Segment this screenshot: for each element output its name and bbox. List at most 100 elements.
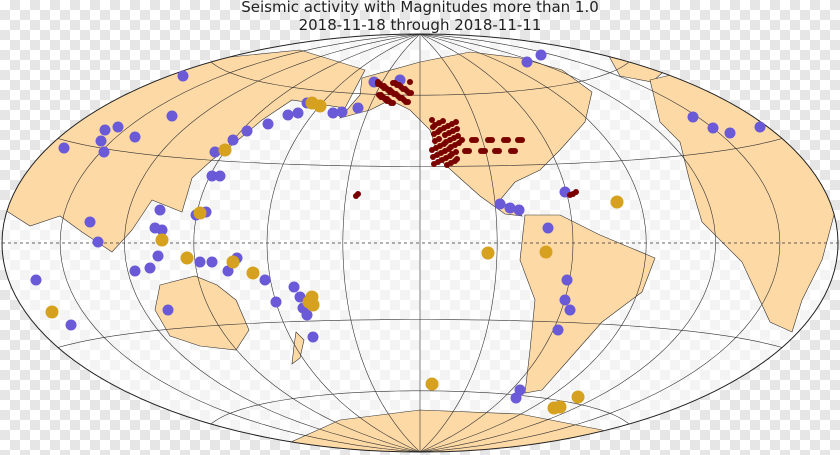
quake-marker (336, 106, 348, 118)
quake-marker (99, 124, 111, 136)
quake-marker (387, 89, 393, 95)
quake-marker (112, 121, 124, 133)
quake-marker (166, 110, 178, 122)
quake-marker (227, 134, 239, 146)
quake-marker (246, 266, 260, 280)
quake-marker (462, 148, 468, 154)
quake-marker (307, 331, 319, 343)
north-america (339, 51, 593, 217)
quake-marker (301, 309, 313, 321)
quake-marker (92, 236, 104, 248)
quake-marker (449, 151, 455, 157)
quake-marker (430, 154, 436, 160)
quake-marker (571, 390, 585, 404)
quake-marker (156, 224, 168, 236)
quake-marker (45, 305, 59, 319)
quake-marker (378, 94, 384, 100)
quake-marker (454, 156, 460, 162)
quake-marker (270, 296, 282, 308)
quake-marker (573, 189, 579, 195)
quake-marker (352, 102, 364, 114)
quake-marker (542, 222, 554, 234)
quake-marker (292, 107, 304, 119)
quake-marker (429, 117, 435, 123)
quake-marker (561, 274, 573, 286)
quake-marker (214, 170, 226, 182)
quake-marker (327, 107, 339, 119)
quake-marker (222, 265, 234, 277)
quake-marker (429, 147, 435, 153)
parallel (57, 319, 783, 348)
quake-marker (567, 192, 573, 198)
quake-marker (194, 256, 206, 268)
globe-outline (1, 33, 839, 453)
quake-marker (444, 162, 450, 168)
quake-marker (501, 137, 507, 143)
quake-marker (193, 206, 207, 220)
quake-marker (515, 137, 521, 143)
quake-marker (177, 70, 189, 82)
quake-marker (494, 198, 506, 210)
quake-marker (98, 146, 110, 158)
parallel (210, 61, 630, 96)
quake-marker (510, 392, 522, 404)
quake-marker (397, 95, 403, 101)
quake-marker (218, 143, 232, 157)
quake-marker (384, 98, 390, 104)
quake-marker (552, 324, 564, 336)
quake-marker (262, 118, 274, 130)
quake-marker (375, 81, 381, 87)
quake-marker (95, 135, 107, 147)
quake-marker (241, 125, 253, 137)
quake-marker (610, 195, 624, 209)
quake-marker (400, 86, 406, 92)
quake-marker (403, 99, 409, 105)
parallel (210, 390, 630, 425)
quake-marker (478, 148, 484, 154)
quake-marker (513, 204, 525, 216)
quake-marker (754, 121, 766, 133)
quake-marker (504, 202, 516, 214)
quake-marker (259, 274, 271, 286)
quake-marker (65, 319, 77, 331)
quake-marker (564, 304, 576, 316)
quake-marker (431, 161, 437, 167)
quake-marker (30, 274, 42, 286)
quake-marker (129, 131, 141, 143)
quake-marker (687, 111, 699, 123)
quake-marker (559, 294, 571, 306)
quake-marker (425, 377, 439, 391)
quake-marker (707, 122, 719, 134)
quake-marker (437, 127, 443, 133)
quake-marker (431, 131, 437, 137)
quake-marker (206, 256, 218, 268)
quake-marker (485, 137, 491, 143)
new-zealand (291, 331, 305, 365)
map-subtitle: 2018-11-18 through 2018-11-11 (299, 16, 542, 34)
quake-marker (432, 122, 438, 128)
quake-marker (306, 298, 320, 312)
quake-marker (407, 79, 413, 85)
quake-marker (432, 138, 438, 144)
quake-marker (539, 245, 553, 259)
quake-marker (288, 281, 300, 293)
quake-marker (492, 148, 498, 154)
earthquakes (30, 49, 766, 415)
map-title: Seismic activity with Magnitudes more th… (241, 0, 599, 16)
quake-marker (547, 401, 561, 415)
quake-marker (154, 204, 166, 216)
quake-marker (459, 137, 465, 143)
south-america (519, 214, 656, 394)
quake-marker (448, 144, 454, 150)
quake-marker (209, 146, 221, 158)
quake-marker (206, 170, 218, 182)
parallel (57, 138, 783, 167)
quake-marker (481, 246, 495, 260)
quake-marker (152, 250, 164, 262)
quake-marker (443, 139, 449, 145)
quake-marker (180, 251, 194, 265)
quake-marker (390, 80, 396, 86)
quake-marker (313, 99, 327, 113)
